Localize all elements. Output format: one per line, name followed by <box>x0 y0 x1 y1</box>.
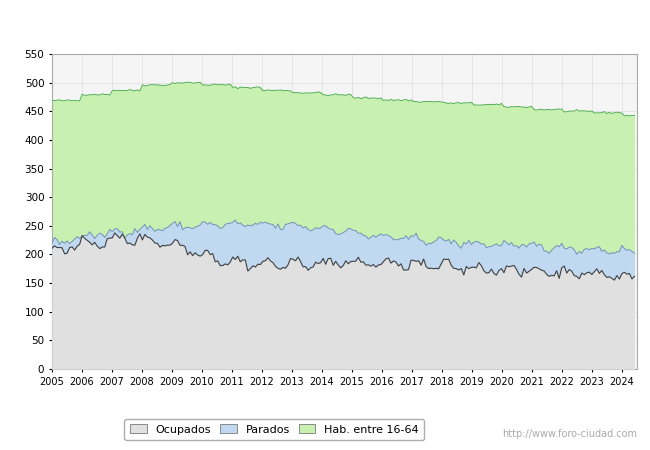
Legend: Ocupados, Parados, Hab. entre 16-64: Ocupados, Parados, Hab. entre 16-64 <box>124 418 424 440</box>
Text: http://www.foro-ciudad.com: http://www.foro-ciudad.com <box>502 429 637 439</box>
Text: Castelserás - Evolucion de la poblacion en edad de Trabajar Mayo de 2024: Castelserás - Evolucion de la poblacion … <box>66 17 584 32</box>
